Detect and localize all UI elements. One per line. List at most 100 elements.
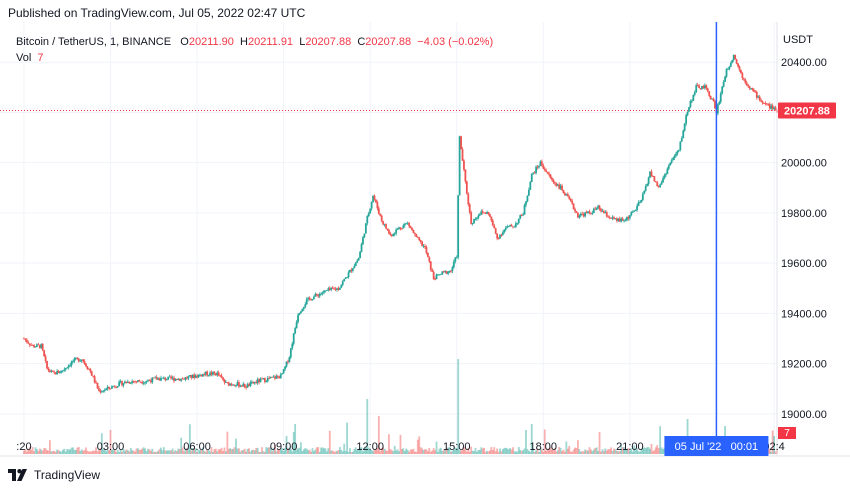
candle-body (24, 338, 27, 340)
candle-body (370, 202, 373, 209)
volume-bar (87, 451, 90, 454)
candle-body (398, 227, 400, 230)
volume-bar (220, 447, 223, 454)
candle-body (620, 218, 623, 222)
candle-body (46, 360, 48, 369)
volume-bar (431, 450, 434, 454)
tradingview-logo-icon[interactable] (8, 468, 30, 482)
volume-bar (382, 447, 385, 454)
volume-bar (265, 447, 268, 454)
volume-bar (564, 451, 566, 454)
candle-body (149, 380, 152, 383)
candle-body (402, 225, 405, 229)
candle-body (665, 174, 667, 176)
volume-bar (170, 450, 172, 454)
volume-bar (135, 448, 138, 454)
volume-bar (478, 449, 481, 454)
volume-bar (395, 450, 398, 454)
volume-bar (70, 447, 73, 454)
volume-bar (356, 450, 359, 454)
candlestick-chart[interactable]: USDT 19000.00 19200.00 19400.00 19600.00 1980… (0, 22, 850, 460)
candle-body (470, 212, 473, 224)
volume-bar (132, 450, 135, 454)
candle-body (389, 233, 392, 236)
candle-body (187, 376, 190, 379)
y-tick-label: 19000.00 (781, 409, 827, 421)
candle-body (399, 227, 402, 229)
candle-body (253, 382, 256, 384)
candle-body (538, 165, 540, 168)
volume-bar (584, 449, 587, 454)
volume-bar (194, 448, 197, 454)
volume-bar (559, 447, 562, 454)
axes[interactable]: USDT 19000.00 19200.00 19400.00 19600.00 1980… (0, 22, 850, 457)
volume-bar (460, 450, 462, 454)
candle-body (171, 377, 174, 379)
volume-bar (660, 447, 663, 454)
candle-body (173, 377, 175, 381)
volume-bar (125, 449, 128, 454)
candle-body (760, 100, 763, 102)
candle-body (602, 211, 605, 214)
volume-bar (175, 451, 178, 454)
y-tick-label: 19600.00 (781, 258, 827, 270)
volume-bar (151, 448, 154, 454)
candle-body (634, 210, 637, 211)
volume-bar (118, 451, 121, 454)
candle-body (753, 89, 755, 92)
candle-body (608, 217, 611, 219)
candle-body (439, 274, 442, 276)
candle-body (418, 237, 421, 241)
candle-body (673, 155, 676, 158)
volume-bar (636, 448, 638, 454)
candle-body (568, 196, 571, 199)
candle-body (631, 211, 634, 213)
candle-body (212, 371, 214, 375)
candle-body (376, 202, 379, 209)
volume-bar (568, 446, 571, 454)
chart-frame[interactable]: USDT 19000.00 19200.00 19400.00 19600.00 1980… (0, 22, 850, 460)
candle-body (728, 66, 731, 69)
candle-body (85, 363, 87, 367)
candle-body (330, 287, 333, 290)
candle-body (43, 350, 46, 357)
volume-bar (40, 449, 43, 454)
candle-body (73, 358, 76, 362)
volume-bar (338, 447, 341, 454)
candle-body (667, 165, 670, 169)
candle-body (223, 379, 226, 383)
candle-body (124, 381, 126, 384)
volume-bar (435, 441, 438, 454)
volume-bar (213, 449, 216, 454)
candle-body (317, 294, 320, 297)
candle-body (295, 322, 298, 329)
candle-body (99, 390, 102, 393)
candle-body (455, 257, 458, 259)
volume-bar (336, 451, 338, 454)
candle-body (119, 381, 122, 383)
candle-body (341, 281, 344, 285)
volume-bar (506, 448, 509, 454)
volume-bar (93, 450, 96, 454)
volume-bar (99, 448, 102, 454)
volume-bar (23, 450, 25, 454)
tradingview-brand[interactable]: TradingView (34, 468, 101, 482)
candle-body (675, 153, 677, 156)
volume-bar (623, 447, 625, 454)
volume-bar (154, 451, 157, 454)
volume-bar (263, 451, 266, 454)
candle-body (210, 372, 213, 375)
volume-value: 7 (37, 52, 44, 64)
volume-bar (363, 448, 366, 454)
volume-bar (476, 451, 478, 454)
symbol-name[interactable]: Bitcoin / TetherUS, 1, BINANCE (16, 36, 172, 48)
candle-body (764, 103, 767, 105)
volume-bar (483, 447, 486, 454)
candle-body (461, 149, 464, 161)
candle-body (255, 382, 258, 383)
candle-body (605, 212, 608, 217)
volume-bar (69, 449, 72, 454)
volume-bar (318, 451, 321, 454)
candle-body (533, 172, 536, 174)
candle-body (63, 369, 66, 371)
